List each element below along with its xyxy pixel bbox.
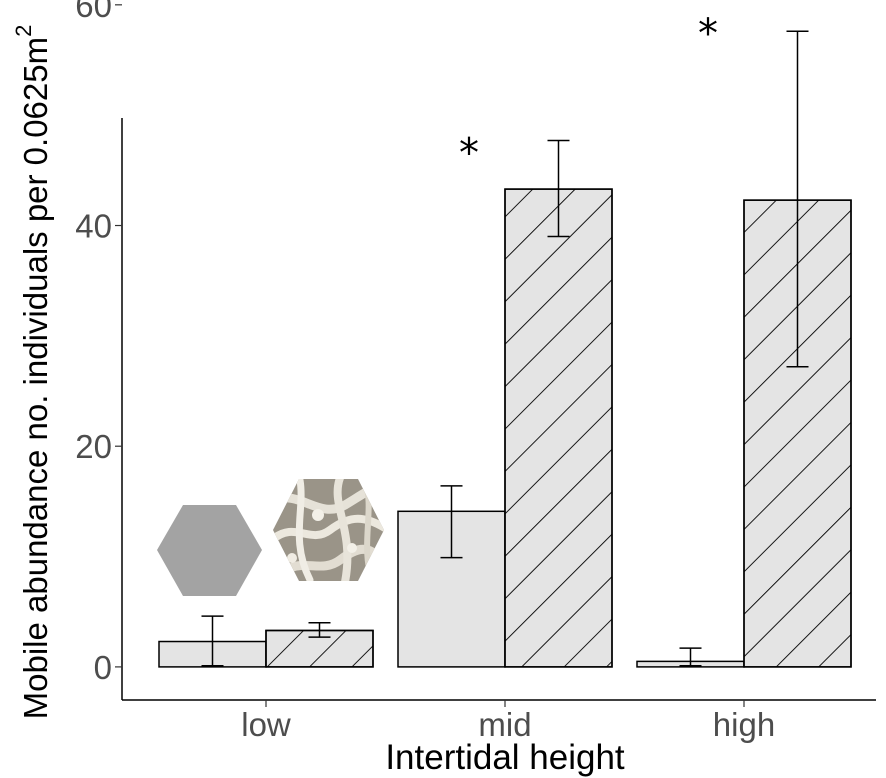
y-tick-label: 0 — [94, 649, 112, 686]
y-axis-label-text: Mobile abundance no. individuals per 0.0… — [17, 37, 54, 719]
y-tick-label: 40 — [75, 208, 112, 245]
axes: 0 20 40 60 low mid high — [75, 0, 876, 743]
x-tick-label: low — [241, 706, 291, 743]
x-tick-label: mid — [478, 706, 531, 743]
significance-star: * — [698, 11, 718, 57]
bars — [158, 188, 852, 668]
y-tick-label: 20 — [75, 428, 112, 465]
x-axis-label: Intertidal height — [385, 738, 625, 777]
grey-hexagon-icon — [157, 505, 262, 596]
bar-hatch — [504, 188, 613, 668]
legend-icons — [157, 479, 384, 596]
error-bars — [201, 30, 809, 667]
x-tick-label: high — [713, 706, 775, 743]
significance-annotations: ** — [459, 11, 718, 176]
y-axis-label-superscript: 2 — [11, 25, 36, 37]
significance-star: * — [459, 130, 479, 176]
y-tick-label: 60 — [75, 0, 112, 24]
textured-hexagon-icon — [273, 479, 384, 581]
y-axis-label: Mobile abundance no. individuals per 0.0… — [11, 25, 54, 720]
